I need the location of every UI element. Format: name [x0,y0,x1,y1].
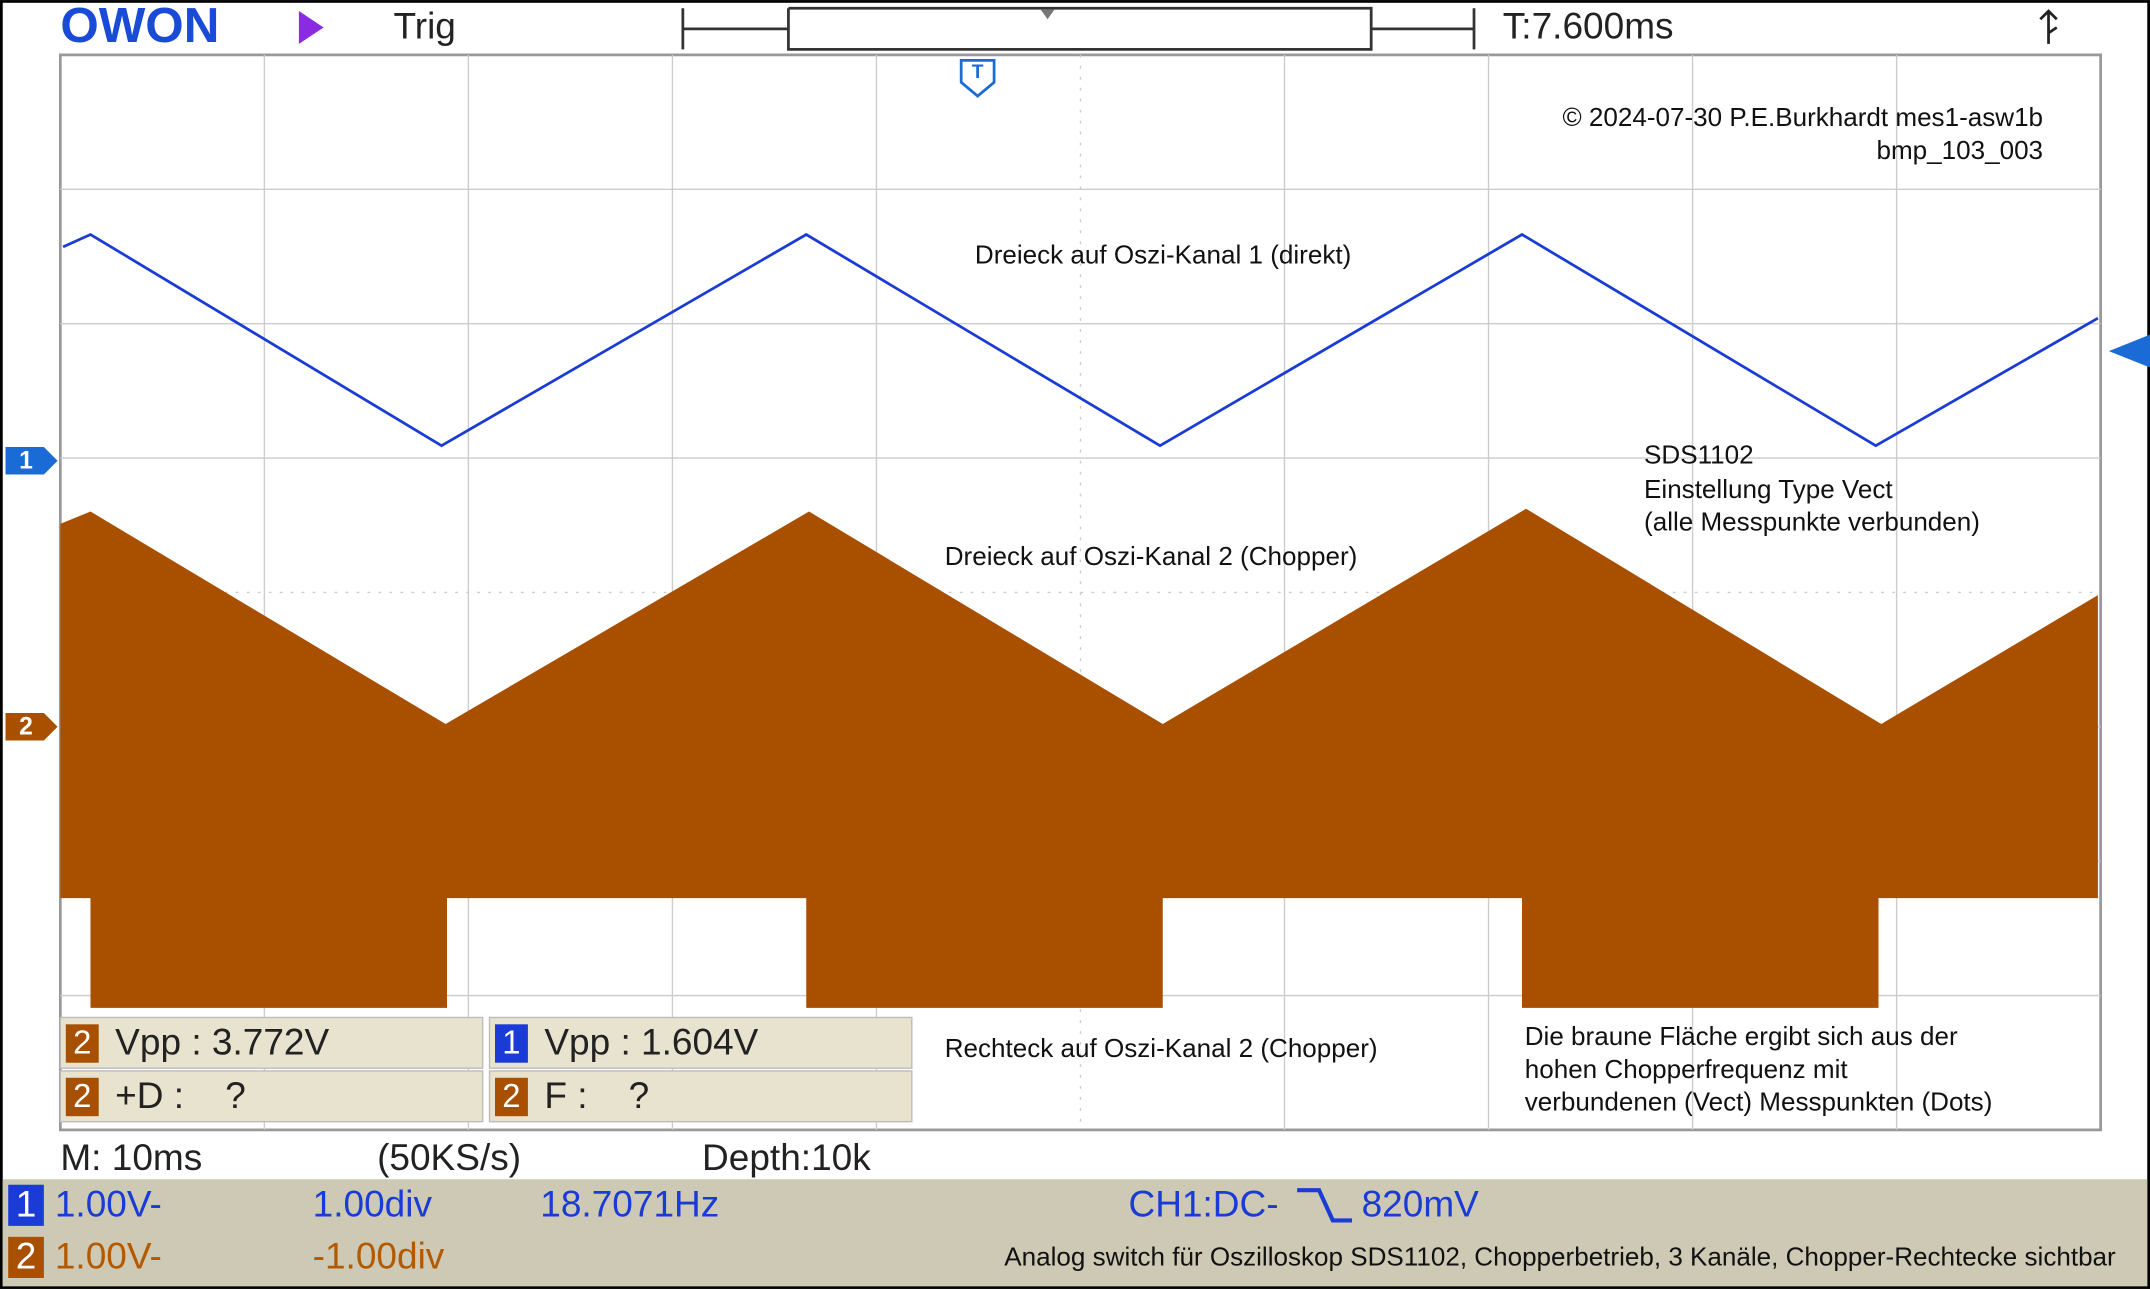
trigger-coupling: CH1:DC- [1128,1182,1278,1224]
annotation: Dreieck auf Oszi-Kanal 1 (direkt) [975,239,1351,269]
position-marker [1040,9,1055,20]
timebase: M: 10ms [60,1136,202,1178]
ch1-trace [62,232,2099,448]
ch2-marker [5,713,58,741]
annotation: Dreieck auf Oszi-Kanal 2 (Chopper) [945,541,1358,571]
channel-num: 1 [502,1024,520,1061]
trigger-marker [959,59,996,98]
trigger-label: T [972,62,984,83]
measurement-value: +D : ? [115,1074,246,1116]
file-name: bmp_103_003 [1876,135,2043,165]
ch1-num: 1 [16,1182,37,1224]
annotation: Die braune Fläche ergibt sich aus der [1525,1021,1958,1051]
ch1-badge [8,1184,44,1226]
channel-badge [494,1024,528,1063]
ch1-marker [5,447,58,475]
time-offset: T:7.600ms [1503,5,1674,47]
ch2-badge [8,1236,44,1278]
ch1-offset: 1.00div [313,1182,433,1224]
ch2-scale: 1.00V- [55,1235,162,1277]
measurement-value: Vpp : 1.604V [544,1021,758,1063]
measurement-value: Vpp : 3.772V [115,1021,329,1063]
ch1-marker-label: 1 [19,448,33,475]
annotation: verbundenen (Vect) Messpunkten (Dots) [1525,1087,1993,1117]
sample-rate: (50KS/s) [377,1136,521,1178]
channel-num: 2 [73,1077,91,1114]
ch1-scale: 1.00V- [55,1182,162,1224]
trigger-level: 820mV [1362,1182,1480,1224]
measurements: 2 Vpp : 3.772V 1 Vpp : 1.604V 2 +D : ? 2 F : ? [59,1016,913,1123]
ch2-marker-label: 2 [19,714,33,741]
channel-bar [2,1179,2148,1287]
annotation: Einstellung Type Vect [1644,474,1893,504]
annotation: (alle Messpunkte verbunden) [1644,507,1980,537]
copyright: © 2024-07-30 P.E.Burkhardt mes1-asw1b [1562,102,2043,132]
ch2-offset: -1.00div [313,1235,445,1277]
run-icon [298,11,324,44]
channel-badge [65,1077,99,1117]
measurement-cell [488,1070,913,1123]
channel-badge [65,1024,99,1063]
memory-bar [681,6,1476,51]
caption: Analog switch für Oszilloskop SDS1102, C… [1004,1242,2116,1272]
measurement-cell [59,1016,484,1069]
ch2-trace [60,508,2098,1008]
measurement-cell [488,1016,913,1069]
ch2-num: 2 [16,1235,37,1277]
annotation: SDS1102 [1644,440,1754,470]
channel-num: 2 [502,1077,520,1114]
logo: OWON [60,0,219,53]
measurement-value: F : ? [544,1074,649,1116]
trigger-level-marker [2108,334,2150,368]
annotation: hohen Chopperfrequenz mit [1525,1054,1849,1084]
falling-edge-icon [1297,1188,1352,1223]
depth: Depth:10k [702,1136,871,1178]
usb-icon [2039,9,2058,44]
ch1-frequency: 18.7071Hz [540,1182,719,1224]
trig-mode: Trig [394,5,456,47]
annotation: Rechteck auf Oszi-Kanal 2 (Chopper) [945,1033,1378,1063]
measurement-cell [59,1070,484,1123]
channel-num: 2 [73,1024,91,1061]
channel-badge [494,1077,528,1117]
